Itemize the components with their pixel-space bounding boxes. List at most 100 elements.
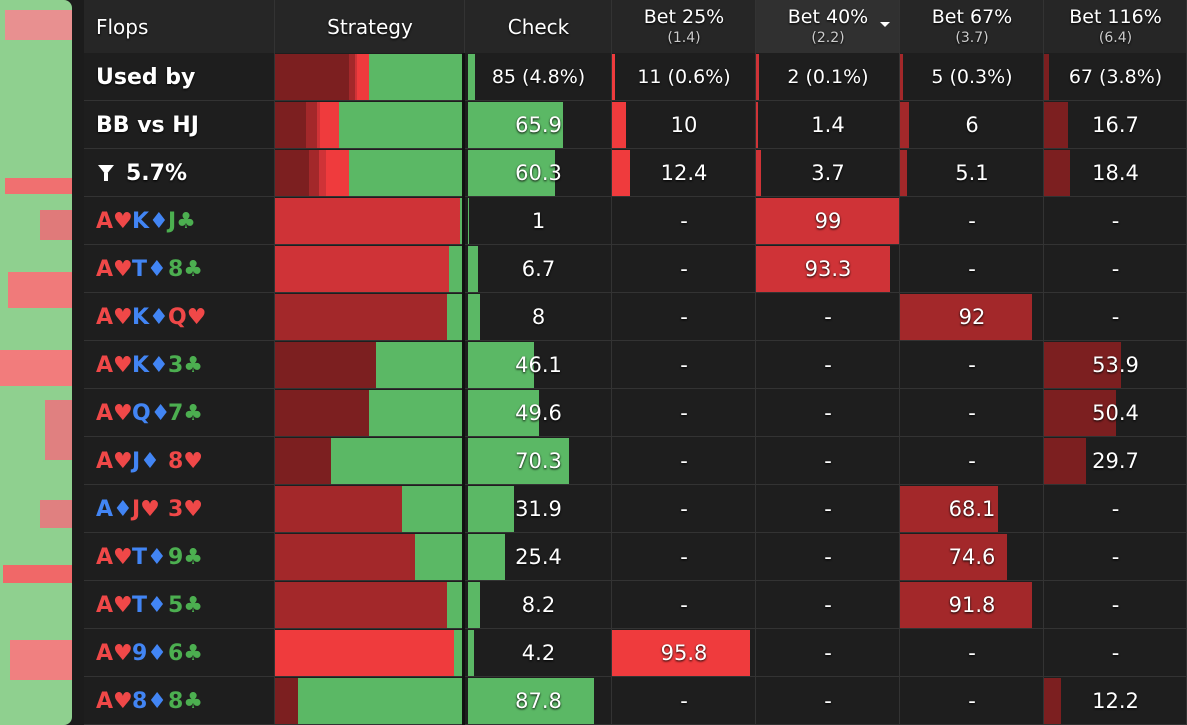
cell xyxy=(900,389,1044,437)
header-title: Bet 116% xyxy=(1069,6,1162,28)
usage-label: 5 (0.3%) xyxy=(931,66,1013,88)
action-bar xyxy=(756,198,899,244)
action-value: - xyxy=(680,401,688,425)
action-bar xyxy=(468,486,514,532)
cell xyxy=(84,581,275,629)
card: 7♣ xyxy=(168,400,204,426)
card: A♥ xyxy=(96,688,133,714)
strategy-segment xyxy=(275,246,450,292)
action-value: 46.1 xyxy=(515,353,562,377)
header-sub: (3.7) xyxy=(955,30,989,46)
strategy-segment xyxy=(275,54,350,100)
header-cell xyxy=(275,0,465,53)
usage-label: 11 (0.6%) xyxy=(637,66,731,88)
action-value: 25.4 xyxy=(515,545,562,569)
card: A♥ xyxy=(96,592,133,618)
cell xyxy=(84,485,275,533)
cell xyxy=(612,485,756,533)
action-bar xyxy=(468,246,478,292)
action-value: - xyxy=(824,353,832,377)
action-bar xyxy=(756,102,759,148)
header-cell xyxy=(84,0,275,53)
action-bar xyxy=(1044,150,1071,196)
card: A♥ xyxy=(96,400,133,426)
header-cell xyxy=(756,0,900,53)
cell xyxy=(612,341,756,389)
action-bar xyxy=(468,198,470,244)
cell xyxy=(756,581,900,629)
action-bar xyxy=(468,102,563,148)
action-value: 93.3 xyxy=(804,257,852,281)
action-value: - xyxy=(1111,497,1120,521)
sort-dropdown[interactable] xyxy=(880,22,890,27)
action-value: 53.9 xyxy=(1092,353,1139,377)
card: T♦ xyxy=(132,544,167,570)
action-value: - xyxy=(824,641,832,665)
card: A♦ xyxy=(96,496,133,522)
action-value: - xyxy=(968,257,976,281)
cell xyxy=(900,629,1044,677)
action-value: 5.1 xyxy=(955,161,989,185)
action-value: 3.7 xyxy=(811,161,845,185)
cell xyxy=(756,533,900,581)
action-value: - xyxy=(1111,545,1120,569)
action-bar xyxy=(900,102,909,148)
cell xyxy=(612,293,756,341)
header-title: Bet 25% xyxy=(643,6,725,28)
action-value: 49.6 xyxy=(515,401,562,425)
action-value: - xyxy=(824,401,832,425)
header-sub: (6.4) xyxy=(1098,30,1133,46)
strategy-segment xyxy=(369,390,462,436)
strategy-divider xyxy=(462,485,465,533)
action-bar xyxy=(612,54,615,100)
cell xyxy=(465,629,612,677)
strategy-divider xyxy=(462,581,465,629)
card: A♥ xyxy=(96,256,133,282)
action-value: - xyxy=(968,353,976,377)
action-value: 87.8 xyxy=(515,689,562,713)
action-bar xyxy=(468,54,475,100)
action-value: 68.1 xyxy=(948,497,996,521)
action-value: 12.4 xyxy=(660,161,708,185)
strategy-divider xyxy=(462,53,465,101)
cell xyxy=(84,149,275,197)
cell xyxy=(900,149,1044,197)
action-value: - xyxy=(680,257,688,281)
action-value: - xyxy=(968,209,976,233)
cell xyxy=(612,437,756,485)
cell xyxy=(1044,581,1187,629)
strategy-segment xyxy=(275,582,447,628)
strategy-divider xyxy=(462,341,465,389)
action-bar xyxy=(1044,678,1062,724)
cell xyxy=(1044,53,1187,101)
header-sub: (2.2) xyxy=(811,30,845,46)
strategy-segment xyxy=(330,438,462,484)
action-bar xyxy=(900,486,999,532)
card: T♦ xyxy=(132,592,167,618)
action-value: 99 xyxy=(814,209,842,233)
cell xyxy=(756,149,900,197)
strategy-segment xyxy=(349,54,355,100)
card: K♦ xyxy=(132,352,169,378)
filter-icon xyxy=(98,165,114,175)
action-bar xyxy=(1044,102,1068,148)
card: 8♣ xyxy=(168,688,204,714)
action-value: - xyxy=(1111,305,1120,329)
action-bar xyxy=(900,534,1008,580)
header-title: Strategy xyxy=(327,14,413,39)
action-bar xyxy=(468,630,475,676)
usage-label: 85 (4.8%) xyxy=(491,66,586,88)
card: Q♥ xyxy=(168,304,207,330)
strategy-segment xyxy=(320,102,339,148)
action-value: 6 xyxy=(965,113,979,137)
strategy-segment xyxy=(368,54,462,100)
cell xyxy=(612,53,756,101)
strategy-divider xyxy=(462,437,465,485)
strategy-segment xyxy=(317,102,321,148)
cell xyxy=(900,437,1044,485)
cell xyxy=(756,389,900,437)
action-value: - xyxy=(680,689,688,713)
action-value: - xyxy=(968,689,976,713)
strategy-divider xyxy=(462,197,465,245)
